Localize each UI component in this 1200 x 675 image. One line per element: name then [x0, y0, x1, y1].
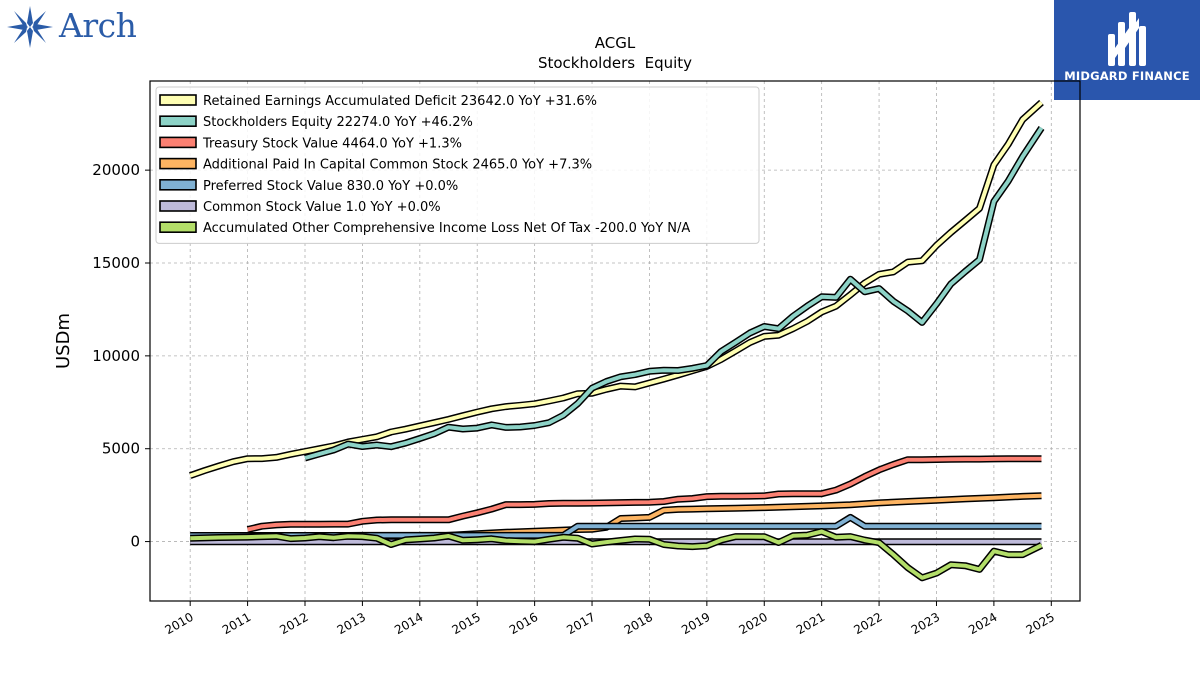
y-tick-label: 15000: [92, 254, 140, 272]
x-tick-label: 2025: [1024, 610, 1057, 637]
y-tick-label: 20000: [92, 161, 140, 179]
x-tick-label: 2014: [392, 610, 425, 637]
chart-title: ACGL: [595, 34, 636, 52]
y-tick-label: 10000: [92, 347, 140, 365]
legend-swatch: [159, 221, 197, 233]
y-axis-label: USDm: [53, 313, 74, 369]
legend-item: Stockholders Equity 22274.0 YoY +46.2%: [159, 115, 473, 130]
legend-swatch: [159, 136, 197, 149]
series-1: [189, 99, 1044, 479]
legend-item: Treasury Stock Value 4464.0 YoY +1.3%: [159, 136, 462, 151]
legend-swatch: [159, 157, 197, 170]
series-line: [190, 515, 1042, 538]
midgard-mark-icon: [1108, 12, 1146, 66]
legend-label: Accumulated Other Comprehensive Income L…: [203, 221, 690, 236]
legend-swatch: [159, 179, 197, 191]
legend-box: [155, 86, 760, 244]
legend: Retained Earnings Accumulated Deficit 23…: [155, 86, 760, 244]
legend-swatch: [159, 115, 197, 127]
plot-frame: [149, 80, 1081, 602]
legend-label: Stockholders Equity 22274.0 YoY +46.2%: [203, 115, 473, 130]
legend-item: Common Stock Value 1.0 YoY +0.0%: [159, 200, 441, 215]
legend-item: Additional Paid In Capital Common Stock …: [159, 157, 592, 173]
arch-star-icon: [7, 6, 53, 48]
y-tick-label: 5000: [102, 440, 140, 458]
series-5: [190, 513, 1042, 539]
x-tick-label: 2024: [966, 610, 999, 637]
y-tick-label: 0: [130, 533, 140, 551]
x-tick-label: 2017: [564, 610, 597, 637]
legend-item: Preferred Stock Value 830.0 YoY +0.0%: [159, 179, 458, 194]
x-tick-label: 2011: [220, 610, 253, 637]
x-tick-label: 2013: [335, 610, 368, 637]
x-tick-label: 2019: [679, 610, 712, 637]
x-tick-label: 2021: [794, 610, 827, 637]
legend-swatch: [159, 94, 197, 106]
x-tick-label: 2010: [162, 610, 195, 637]
midgard-logo-text: MIDGARD FINANCE: [1064, 69, 1190, 83]
legend-swatch: [159, 200, 197, 212]
legend-item: Retained Earnings Accumulated Deficit 23…: [159, 94, 597, 109]
legend-item: Accumulated Other Comprehensive Income L…: [159, 221, 690, 236]
legend-label: Retained Earnings Accumulated Deficit 23…: [203, 94, 597, 109]
legend-label: Preferred Stock Value 830.0 YoY +0.0%: [203, 179, 458, 194]
series-3: [246, 455, 1042, 533]
arch-logo-text: Arch: [59, 6, 137, 45]
x-tick-label: 2016: [507, 610, 540, 637]
legend-label: Treasury Stock Value 4464.0 YoY +1.3%: [202, 136, 462, 151]
series-line: [190, 529, 1043, 580]
series-line: [189, 101, 1043, 478]
series-line: [304, 126, 1044, 460]
series-7: [190, 528, 1044, 582]
legend-label: Additional Paid In Capital Common Stock …: [203, 158, 592, 173]
x-tick-label: 2023: [909, 610, 942, 637]
chart-subtitle: Stockholders Equity: [538, 54, 692, 72]
x-tick-label: 2012: [277, 610, 310, 637]
arch-logo: Arch: [4, 4, 144, 50]
series-lines: [189, 99, 1045, 582]
x-tick-label: 2022: [851, 610, 884, 637]
legend-label: Common Stock Value 1.0 YoY +0.0%: [203, 200, 441, 215]
series-2: [304, 125, 1045, 462]
x-tick-label: 2020: [737, 610, 770, 637]
series-line: [247, 456, 1042, 532]
x-tick-label: 2018: [622, 610, 655, 637]
x-tick-label: 2015: [449, 610, 482, 637]
midgard-finance-logo: MIDGARD FINANCE: [1054, 0, 1200, 100]
